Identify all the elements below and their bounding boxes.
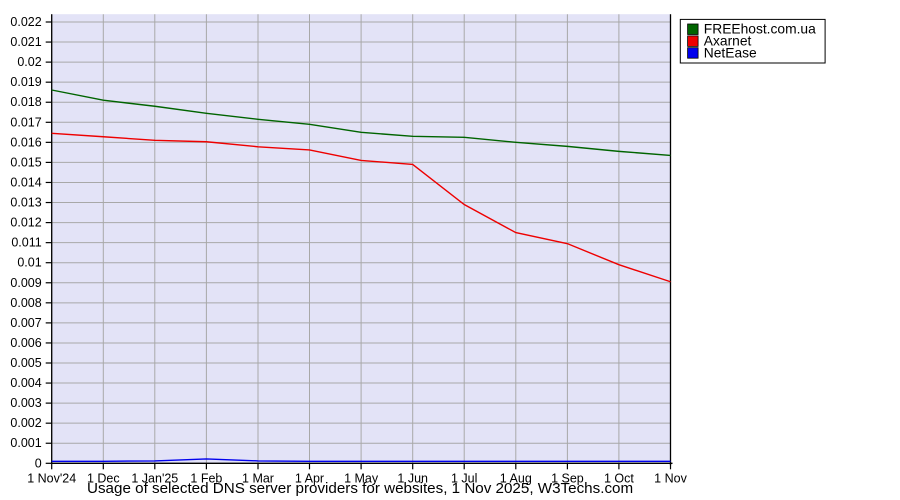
- svg-text:0.004: 0.004: [10, 376, 41, 390]
- svg-text:0.017: 0.017: [10, 115, 41, 129]
- svg-text:0.019: 0.019: [10, 75, 41, 89]
- svg-text:0.011: 0.011: [11, 236, 41, 250]
- svg-text:0.014: 0.014: [10, 176, 41, 190]
- svg-text:0.001: 0.001: [10, 436, 41, 450]
- svg-text:0.01: 0.01: [17, 256, 41, 270]
- svg-text:0.003: 0.003: [10, 396, 41, 410]
- svg-text:0.005: 0.005: [10, 356, 41, 370]
- svg-text:0.022: 0.022: [10, 15, 41, 29]
- svg-text:0.018: 0.018: [10, 95, 41, 109]
- svg-text:0.008: 0.008: [10, 296, 41, 310]
- svg-text:0: 0: [35, 456, 42, 470]
- svg-text:0.015: 0.015: [10, 155, 41, 169]
- svg-text:0.013: 0.013: [10, 196, 41, 210]
- svg-text:0.012: 0.012: [10, 216, 41, 230]
- svg-text:0.02: 0.02: [17, 55, 41, 69]
- svg-text:NetEase: NetEase: [704, 45, 757, 60]
- svg-text:0.007: 0.007: [10, 316, 41, 330]
- svg-text:0.021: 0.021: [10, 35, 41, 49]
- svg-text:0.006: 0.006: [10, 336, 41, 350]
- svg-text:0.002: 0.002: [10, 416, 41, 430]
- svg-text:1 Nov: 1 Nov: [654, 471, 687, 485]
- svg-text:0.009: 0.009: [10, 276, 41, 290]
- svg-text:1 Nov'24: 1 Nov'24: [27, 471, 76, 485]
- svg-text:0.016: 0.016: [10, 135, 41, 149]
